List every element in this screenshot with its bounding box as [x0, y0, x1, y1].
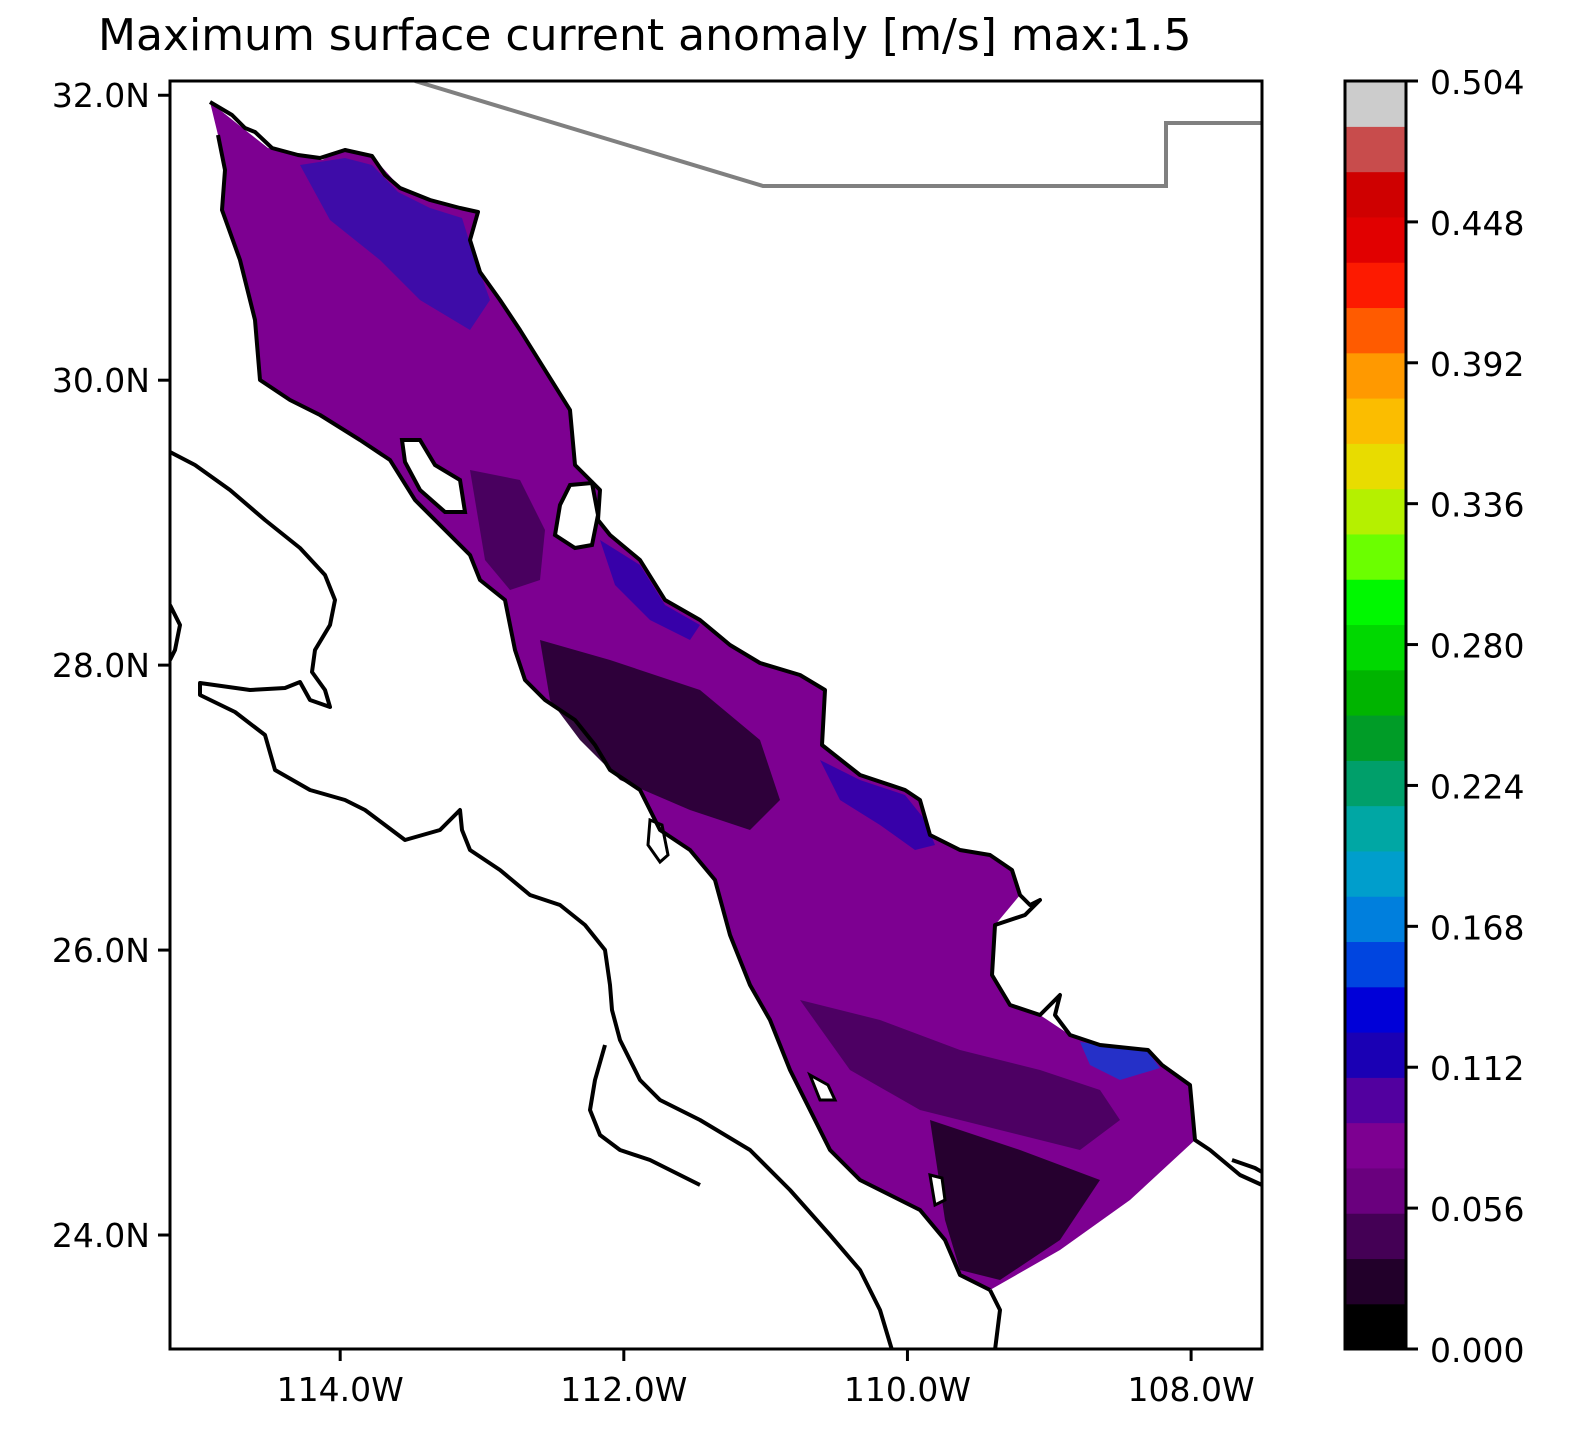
colorbar-ticks [1406, 79, 1418, 1351]
colorbar-tick-label: 0.336 [1430, 486, 1524, 525]
colorbar-band [1345, 126, 1406, 173]
colorbar-band [1345, 1032, 1406, 1078]
anomaly-moderate-region [600, 540, 700, 640]
colorbar-band [1345, 352, 1406, 399]
coastline-lagoon [588, 1044, 701, 1187]
colorbar-tick-label: 0.392 [1430, 345, 1524, 384]
colorbar-band [1345, 579, 1406, 626]
colorbar-band [1345, 1077, 1406, 1124]
colorbar-band [1345, 262, 1406, 309]
anomaly-low-region [930, 1120, 1100, 1280]
colorbar-band [1345, 1167, 1406, 1214]
colorbar-band [1345, 398, 1406, 444]
colorbar-tick-label: 0.504 [1430, 63, 1524, 102]
colorbar-band [1345, 1258, 1406, 1305]
lon-tick-label: 112.0W [560, 1370, 687, 1409]
colorbar-band [1345, 896, 1406, 943]
colorbar-band [1345, 216, 1406, 263]
colorbar-ticklabels: 0.504 0.448 0.392 0.336 0.280 0.224 0.168 0.112… [1430, 63, 1524, 1370]
coastline-west-edge [170, 604, 182, 661]
lat-tick-label: 30.0N [52, 361, 150, 400]
colorbar-band [1345, 1303, 1406, 1350]
coastline-mainland-south [988, 1289, 1002, 1349]
map-content [170, 81, 1262, 1349]
anomaly-low-region [540, 640, 780, 830]
colorbar-band [1345, 443, 1406, 490]
island [928, 1172, 947, 1208]
anomaly-low-region [800, 1000, 1120, 1150]
map-frame [168, 79, 1264, 1351]
coastline-east-edge [1231, 1158, 1262, 1174]
anomaly-low-region [470, 470, 545, 590]
colorbar-tick-label: 0.000 [1430, 1331, 1524, 1370]
colorbar-tick-label: 0.168 [1430, 908, 1524, 947]
colorbar-tick-label: 0.056 [1430, 1190, 1524, 1229]
anomaly-moderate-region [820, 760, 935, 850]
colorbar-band [1345, 81, 1406, 127]
colorbar-tick-label: 0.112 [1430, 1049, 1524, 1088]
island [552, 480, 601, 551]
coastline-group [170, 100, 1262, 1349]
coastline-gulf-west [216, 134, 991, 1292]
lon-tick-label: 110.0W [844, 1370, 971, 1409]
anomaly-moderate-region [1080, 1042, 1160, 1080]
colorbar-frame [1343, 79, 1408, 1351]
colorbar-band [1345, 307, 1406, 354]
anomaly-moderate-region [300, 158, 490, 330]
colorbar: 0.504 0.448 0.392 0.336 0.280 0.224 0.168 0.112… [1343, 63, 1524, 1370]
colorbar-tick-label: 0.224 [1430, 767, 1524, 806]
map-axis-ticks [158, 93, 1193, 1361]
colorbar-band [1345, 805, 1406, 852]
lon-tick-label: 114.0W [277, 1370, 404, 1409]
coastline-baja-west [170, 450, 894, 1349]
colorbar-band [1345, 488, 1406, 535]
colorbar-band [1345, 1213, 1406, 1260]
colorbar-band [1345, 171, 1406, 218]
map-title: Maximum surface current anomaly [m/s] ma… [98, 10, 1192, 61]
colorbar-band [1345, 986, 1406, 1033]
lat-tick-label: 28.0N [52, 646, 150, 685]
lat-tick-label: 24.0N [52, 1216, 150, 1255]
coastline-baja-east [208, 100, 1262, 1187]
colorbar-band [1345, 533, 1406, 580]
colorbar-band [1345, 850, 1406, 897]
map-axis-ticklabels: 32.0N 30.0N 28.0N 26.0N 24.0N 114.0W 112.0W 110… [52, 76, 1255, 1409]
colorbar-tick-label: 0.280 [1430, 627, 1524, 666]
island [399, 438, 468, 514]
colorbar-band [1345, 715, 1406, 761]
colorbar-band [1345, 1122, 1406, 1169]
colorbar-band [1345, 941, 1406, 988]
lat-tick-label: 32.0N [52, 76, 150, 115]
colorbar-band [1345, 760, 1406, 807]
island [807, 1071, 838, 1102]
colorbar-bands [1345, 81, 1406, 1350]
international-border [414, 81, 1262, 188]
colorbar-band [1345, 669, 1406, 716]
lon-tick-label: 108.0W [1128, 1370, 1255, 1409]
lat-tick-label: 26.0N [52, 931, 150, 970]
colorbar-tick-label: 0.448 [1430, 204, 1524, 243]
colorbar-band [1345, 624, 1406, 671]
